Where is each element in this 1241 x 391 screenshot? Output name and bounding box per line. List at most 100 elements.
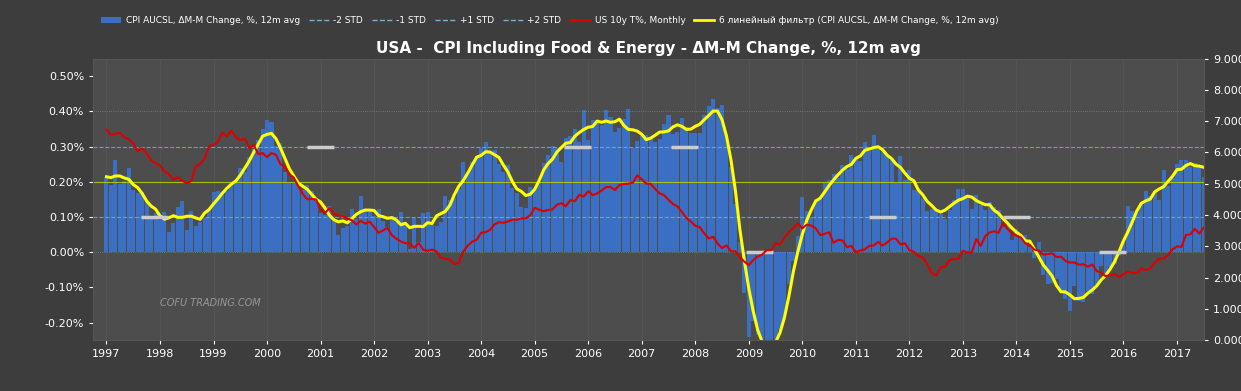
Bar bbox=[943, 219, 947, 252]
Bar bbox=[323, 215, 328, 252]
Bar bbox=[577, 142, 581, 252]
Bar bbox=[1028, 247, 1031, 252]
Bar bbox=[341, 228, 345, 252]
Bar bbox=[1046, 252, 1050, 284]
Bar bbox=[800, 197, 804, 252]
Bar bbox=[555, 148, 558, 252]
Bar bbox=[189, 211, 194, 252]
Bar bbox=[596, 123, 599, 252]
Bar bbox=[907, 170, 911, 252]
Bar bbox=[783, 252, 787, 320]
Bar bbox=[992, 207, 997, 252]
Bar bbox=[470, 162, 474, 252]
Bar bbox=[230, 183, 233, 252]
Bar bbox=[269, 122, 273, 252]
Bar bbox=[496, 164, 501, 252]
Bar bbox=[881, 149, 885, 252]
Bar bbox=[266, 120, 269, 252]
Bar bbox=[395, 221, 398, 252]
Bar bbox=[140, 192, 144, 252]
Bar bbox=[354, 219, 359, 252]
Bar bbox=[778, 252, 782, 330]
Bar bbox=[132, 190, 135, 252]
Bar bbox=[809, 217, 813, 252]
Bar bbox=[1167, 186, 1170, 252]
Bar bbox=[1100, 252, 1103, 266]
Bar bbox=[823, 183, 827, 252]
Bar bbox=[1103, 252, 1108, 276]
Bar bbox=[403, 224, 407, 252]
Bar bbox=[1041, 252, 1045, 275]
Bar bbox=[194, 226, 197, 252]
Bar bbox=[890, 160, 894, 252]
Bar bbox=[876, 147, 880, 252]
Bar bbox=[493, 150, 496, 252]
Bar bbox=[247, 157, 251, 252]
Bar bbox=[1095, 252, 1098, 286]
Bar bbox=[862, 142, 866, 252]
Bar bbox=[1126, 206, 1131, 252]
Bar bbox=[510, 188, 514, 252]
Bar bbox=[176, 207, 180, 252]
Bar bbox=[367, 212, 371, 252]
Bar bbox=[814, 199, 818, 252]
Bar bbox=[599, 124, 603, 252]
Bar bbox=[109, 185, 113, 252]
Bar bbox=[457, 188, 460, 252]
Bar bbox=[158, 220, 163, 252]
Bar bbox=[300, 190, 305, 252]
Bar bbox=[364, 209, 367, 252]
Bar bbox=[359, 196, 362, 252]
Bar bbox=[563, 138, 568, 252]
Bar bbox=[792, 252, 795, 261]
Bar bbox=[207, 209, 211, 252]
Bar bbox=[560, 162, 563, 252]
Bar bbox=[711, 99, 715, 252]
Bar bbox=[1198, 166, 1201, 252]
Bar bbox=[965, 196, 969, 252]
Bar bbox=[604, 110, 608, 252]
Bar bbox=[957, 189, 961, 252]
Bar bbox=[930, 209, 933, 252]
Legend: CPI AUCSL, ΔM-M Change, %, 12m avg, -2 STD, -1 STD, +1 STD, +2 STD, US 10y T%, M: CPI AUCSL, ΔM-M Change, %, 12m avg, -2 S… bbox=[98, 13, 1001, 29]
Bar bbox=[1059, 252, 1064, 293]
Bar bbox=[233, 180, 238, 252]
Bar bbox=[386, 227, 390, 252]
Bar bbox=[974, 195, 978, 252]
Bar bbox=[608, 117, 613, 252]
Bar bbox=[618, 127, 622, 252]
Bar bbox=[331, 221, 336, 252]
Bar bbox=[421, 213, 426, 252]
Bar bbox=[1117, 252, 1121, 256]
Bar bbox=[221, 192, 225, 252]
Text: COFU TRADING.COM: COFU TRADING.COM bbox=[160, 298, 261, 308]
Bar bbox=[1112, 252, 1117, 264]
Bar bbox=[104, 178, 108, 252]
Bar bbox=[166, 231, 171, 252]
Bar bbox=[694, 133, 697, 252]
Bar bbox=[840, 165, 844, 252]
Bar bbox=[591, 120, 594, 252]
Bar bbox=[434, 226, 438, 252]
Bar bbox=[519, 207, 524, 252]
Bar bbox=[622, 119, 625, 252]
Bar bbox=[1162, 170, 1165, 252]
Bar bbox=[697, 133, 701, 252]
Bar bbox=[488, 152, 493, 252]
Bar bbox=[658, 139, 661, 252]
Bar bbox=[314, 201, 318, 252]
Bar bbox=[238, 168, 242, 252]
Bar bbox=[871, 135, 876, 252]
Bar bbox=[171, 223, 175, 252]
Bar bbox=[894, 183, 898, 252]
Bar bbox=[1069, 252, 1072, 311]
Bar bbox=[921, 198, 925, 252]
Bar bbox=[716, 108, 720, 252]
Bar bbox=[849, 155, 854, 252]
Bar bbox=[689, 133, 692, 252]
Bar bbox=[836, 178, 840, 252]
Bar bbox=[1033, 252, 1036, 258]
Bar bbox=[997, 210, 1000, 252]
Bar bbox=[733, 204, 737, 252]
Bar bbox=[787, 252, 791, 284]
